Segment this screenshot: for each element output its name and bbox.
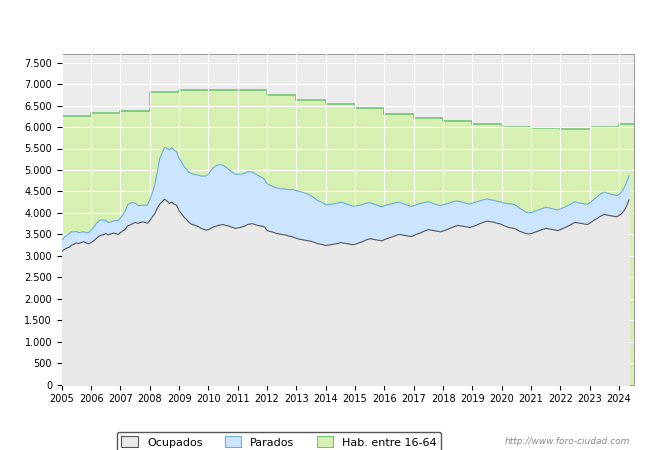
Text: Jerez de los Caballeros - Evolucion de la poblacion en edad de Trabajar Mayo de : Jerez de los Caballeros - Evolucion de l…	[81, 18, 569, 29]
Legend: Ocupados, Parados, Hab. entre 16-64: Ocupados, Parados, Hab. entre 16-64	[117, 432, 441, 450]
Text: http://www.foro-ciudad.com: http://www.foro-ciudad.com	[505, 436, 630, 446]
